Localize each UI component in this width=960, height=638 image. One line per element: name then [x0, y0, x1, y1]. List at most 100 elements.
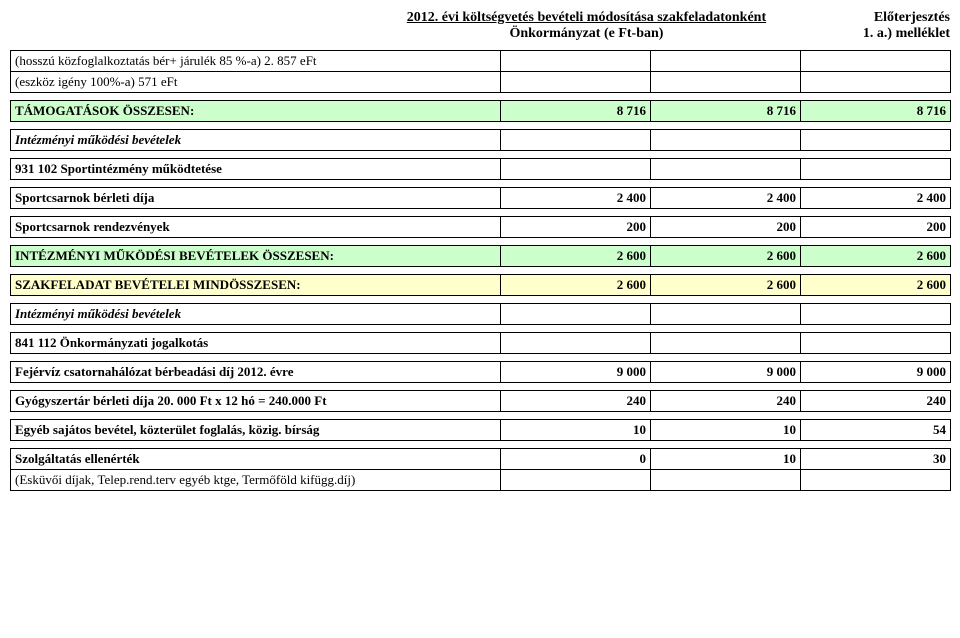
page-header: 2012. évi költségvetés bevételi módosítá…: [10, 10, 950, 42]
row-label: (Esküvői díjak, Telep.rend.terv egyéb kt…: [11, 470, 501, 491]
row-value: [801, 333, 951, 354]
row-value: 200: [501, 217, 651, 238]
spacer-cell: [11, 441, 951, 449]
spacer-cell: [11, 180, 951, 188]
row-value: 8 716: [651, 101, 801, 122]
spacer-cell: [11, 151, 951, 159]
row-label: Sportcsarnok rendezvények: [11, 217, 501, 238]
spacer-cell: [11, 354, 951, 362]
row-value: 2 600: [801, 275, 951, 296]
budget-table: (hosszú közfoglalkoztatás bér+ járulék 8…: [10, 50, 951, 491]
row-value: [501, 304, 651, 325]
row-value: 10: [501, 420, 651, 441]
table-row: Intézményi működési bevételek: [11, 130, 951, 151]
row-label: INTÉZMÉNYI MŰKÖDÉSI BEVÉTELEK ÖSSZESEN:: [11, 246, 501, 267]
table-row: [11, 93, 951, 101]
row-value: [651, 470, 801, 491]
table-row: [11, 412, 951, 420]
header-right: Előterjesztés 1. a.) melléklet: [863, 10, 950, 42]
row-value: [651, 159, 801, 180]
row-value: 2 600: [501, 246, 651, 267]
row-label: TÁMOGATÁSOK ÖSSZESEN:: [11, 101, 501, 122]
table-row: Fejérvíz csatornahálózat bérbeadási díj …: [11, 362, 951, 383]
table-row: [11, 209, 951, 217]
row-value: [801, 130, 951, 151]
header-right-2: 1. a.) melléklet: [863, 26, 950, 42]
table-row: 931 102 Sportintézmény működtetése: [11, 159, 951, 180]
row-value: 2 400: [651, 188, 801, 209]
row-value: [651, 130, 801, 151]
row-label: 841 112 Önkormányzati jogalkotás: [11, 333, 501, 354]
row-value: [651, 72, 801, 93]
row-value: 240: [501, 391, 651, 412]
spacer-cell: [11, 93, 951, 101]
row-value: 2 600: [651, 246, 801, 267]
row-value: 2 600: [651, 275, 801, 296]
row-value: [501, 51, 651, 72]
row-value: 2 400: [501, 188, 651, 209]
table-row: [11, 441, 951, 449]
header-right-1: Előterjesztés: [863, 10, 950, 26]
row-label: 931 102 Sportintézmény működtetése: [11, 159, 501, 180]
row-value: 200: [651, 217, 801, 238]
table-row: INTÉZMÉNYI MŰKÖDÉSI BEVÉTELEK ÖSSZESEN:2…: [11, 246, 951, 267]
table-row: [11, 180, 951, 188]
row-value: [501, 470, 651, 491]
row-value: [801, 470, 951, 491]
spacer-cell: [11, 383, 951, 391]
row-value: [501, 72, 651, 93]
row-label: Fejérvíz csatornahálózat bérbeadási díj …: [11, 362, 501, 383]
row-label: (hosszú közfoglalkoztatás bér+ járulék 8…: [11, 51, 501, 72]
table-row: (Esküvői díjak, Telep.rend.terv egyéb kt…: [11, 470, 951, 491]
table-row: SZAKFELADAT BEVÉTELEI MINDÖSSZESEN:2 600…: [11, 275, 951, 296]
row-value: 0: [501, 449, 651, 470]
table-row: 841 112 Önkormányzati jogalkotás: [11, 333, 951, 354]
row-value: 10: [651, 420, 801, 441]
row-label: SZAKFELADAT BEVÉTELEI MINDÖSSZESEN:: [11, 275, 501, 296]
header-center: 2012. évi költségvetés bevételi módosítá…: [10, 10, 863, 42]
row-value: 10: [651, 449, 801, 470]
table-row: [11, 151, 951, 159]
row-value: 30: [801, 449, 951, 470]
row-label: Szolgáltatás ellenérték: [11, 449, 501, 470]
row-value: 9 000: [801, 362, 951, 383]
header-title-1: 2012. évi költségvetés bevételi módosítá…: [310, 10, 863, 26]
spacer-cell: [11, 412, 951, 420]
row-label: (eszköz igény 100%-a) 571 eFt: [11, 72, 501, 93]
row-value: 200: [801, 217, 951, 238]
row-value: 2 600: [501, 275, 651, 296]
spacer-cell: [11, 325, 951, 333]
row-value: [501, 159, 651, 180]
header-title-2: Önkormányzat (e Ft-ban): [310, 26, 863, 42]
row-value: [801, 51, 951, 72]
table-row: [11, 267, 951, 275]
row-value: 8 716: [801, 101, 951, 122]
row-value: 9 000: [501, 362, 651, 383]
row-value: [801, 304, 951, 325]
row-value: [801, 72, 951, 93]
row-label: Intézményi működési bevételek: [11, 130, 501, 151]
row-label: Sportcsarnok bérleti díja: [11, 188, 501, 209]
table-row: Sportcsarnok bérleti díja2 4002 4002 400: [11, 188, 951, 209]
table-row: [11, 354, 951, 362]
row-label: Gyógyszertár bérleti díja 20. 000 Ft x 1…: [11, 391, 501, 412]
row-value: 240: [801, 391, 951, 412]
spacer-cell: [11, 122, 951, 130]
table-row: [11, 238, 951, 246]
row-value: [501, 130, 651, 151]
row-label: Intézményi működési bevételek: [11, 304, 501, 325]
table-row: Sportcsarnok rendezvények200200200: [11, 217, 951, 238]
row-value: 8 716: [501, 101, 651, 122]
table-row: Egyéb sajátos bevétel, közterület foglal…: [11, 420, 951, 441]
row-value: [801, 159, 951, 180]
row-value: 9 000: [651, 362, 801, 383]
table-row: [11, 325, 951, 333]
row-label: Egyéb sajátos bevétel, közterület foglal…: [11, 420, 501, 441]
table-row: [11, 122, 951, 130]
table-row: Szolgáltatás ellenérték01030: [11, 449, 951, 470]
row-value: 240: [651, 391, 801, 412]
table-row: TÁMOGATÁSOK ÖSSZESEN:8 7168 7168 716: [11, 101, 951, 122]
spacer-cell: [11, 238, 951, 246]
table-row: Intézményi működési bevételek: [11, 304, 951, 325]
table-row: (eszköz igény 100%-a) 571 eFt: [11, 72, 951, 93]
